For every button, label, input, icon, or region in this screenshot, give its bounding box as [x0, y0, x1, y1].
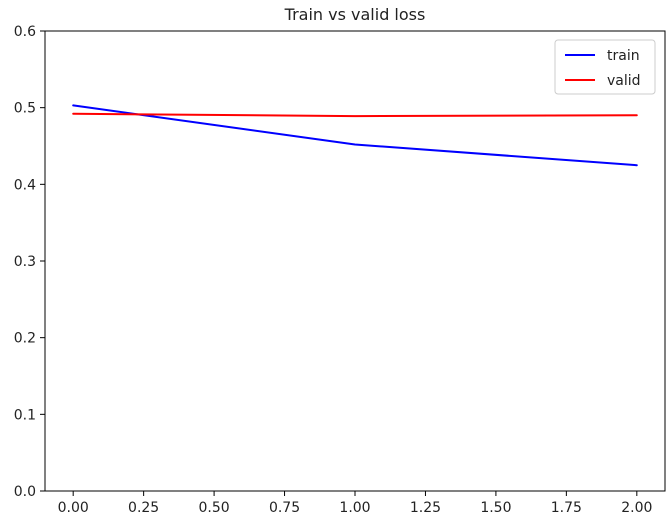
x-tick-label: 1.75	[551, 500, 582, 516]
x-tick-label: 1.00	[339, 500, 370, 516]
x-tick-label: 2.00	[621, 500, 652, 516]
x-axis: 0.00 0.25 0.50 0.75 1.00 1.25 1.50 1.75 2.00	[58, 491, 652, 516]
series-line-train	[72, 104, 638, 167]
y-tick-label: 0.4	[14, 177, 36, 193]
y-tick-label: 0.6	[14, 24, 36, 40]
series-layer	[72, 104, 638, 167]
chart-title: Train vs valid loss	[284, 5, 426, 24]
x-tick-label: 1.25	[410, 500, 441, 516]
plot-area	[44, 30, 666, 492]
x-tick-label: 0.25	[128, 500, 159, 516]
y-tick-label: 0.2	[14, 331, 36, 347]
y-tick-label: 0.1	[14, 407, 36, 423]
y-tick-label: 0.5	[14, 101, 36, 117]
series-line-valid	[72, 112, 638, 118]
legend-label-train: train	[607, 48, 640, 64]
x-tick-label: 0.00	[58, 500, 89, 516]
x-tick-label: 0.75	[269, 500, 300, 516]
legend: train valid	[554, 39, 656, 95]
x-tick-label: 0.50	[199, 500, 230, 516]
legend-label-valid: valid	[607, 73, 641, 89]
y-tick-label: 0.3	[14, 254, 36, 270]
y-tick-label: 0.0	[14, 484, 36, 500]
y-axis: 0.0 0.1 0.2 0.3 0.4 0.5 0.6	[14, 24, 45, 500]
x-tick-label: 1.50	[480, 500, 511, 516]
